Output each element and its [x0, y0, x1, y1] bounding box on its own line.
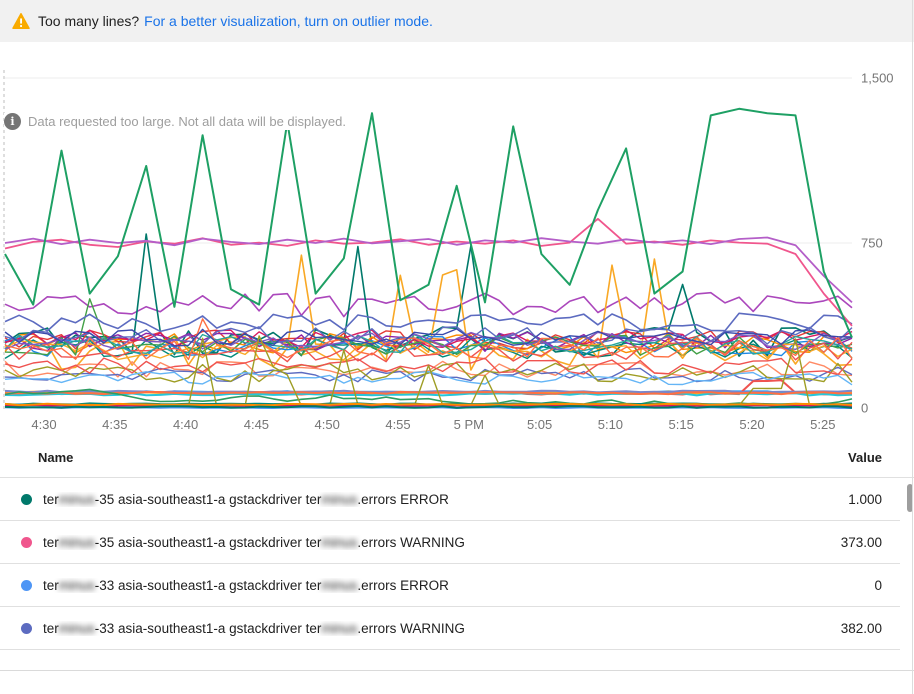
x-tick-label: 4:55	[385, 417, 411, 432]
legend-row[interactable]: terminus-33 asia-southeast1-a gstackdriv…	[0, 564, 900, 607]
series-name-text: -33 asia-southeast1-a gstackdriver ter	[94, 577, 322, 593]
legend-row[interactable]: terminus-35 asia-southeast1-a gstackdriv…	[0, 478, 900, 521]
series-name-text: -33 asia-southeast1-a gstackdriver ter	[94, 620, 322, 636]
legend-header-row: Name Value	[0, 437, 914, 478]
series-value: 382.00	[840, 620, 882, 636]
bottom-divider	[0, 670, 914, 671]
x-tick-label: 5 PM	[453, 417, 484, 432]
redacted-text: minus	[58, 577, 95, 593]
teal-error-line	[4, 405, 853, 409]
chart-canvas[interactable]	[0, 42, 914, 437]
chart-line	[4, 318, 853, 361]
series-name-text: -35 asia-southeast1-a gstackdriver ter	[94, 491, 322, 507]
y-tick-label: 750	[861, 235, 883, 251]
series-name-text: .errors WARNING	[357, 534, 465, 550]
notice-text: Data requested too large. Not all data w…	[28, 114, 346, 129]
too-many-lines-banner: Too many lines? For a better visualizati…	[0, 0, 914, 42]
x-tick-label: 5:20	[739, 417, 765, 432]
legend-row[interactable]: terminus-35 asia-southeast1-a gstackdriv…	[0, 521, 900, 564]
redacted-text: minus	[58, 491, 95, 507]
x-tick-label: 5:10	[597, 417, 624, 432]
info-circle-icon: i	[4, 113, 21, 130]
series-color-dot	[21, 579, 32, 591]
redacted-text: minus	[321, 491, 358, 507]
chart-line	[4, 331, 853, 351]
series-value: 1.000	[848, 491, 882, 507]
redacted-text: minus	[321, 577, 358, 593]
x-tick-label: 4:50	[314, 417, 340, 432]
series-name: terminus-35 asia-southeast1-a gstackdriv…	[43, 492, 848, 507]
series-value: 373.00	[840, 534, 882, 550]
redacted-text: minus	[321, 534, 358, 550]
x-tick-label: 5:25	[810, 417, 836, 432]
panel-right-border	[912, 0, 913, 694]
series-name: terminus-33 asia-southeast1-a gstackdriv…	[43, 621, 841, 636]
series-color-dot	[21, 536, 32, 548]
chart-line	[4, 328, 853, 347]
x-tick-label: 5:15	[668, 417, 694, 432]
indigo-warning-line	[4, 312, 853, 333]
line-chart[interactable]: i Data requested too large. Not all data…	[0, 42, 914, 437]
series-name-text: -35 asia-southeast1-a gstackdriver ter	[94, 534, 322, 550]
legend-header-name: Name	[38, 449, 74, 465]
y-tick-label: 1,500	[861, 70, 894, 86]
chart-line	[4, 402, 853, 407]
legend-header-value: Value	[848, 449, 882, 465]
warning-triangle-icon	[12, 13, 30, 29]
pink-warning-line	[4, 217, 853, 327]
x-tick-label: 4:45	[243, 417, 270, 432]
series-color-dot	[21, 493, 32, 505]
outlier-mode-link[interactable]: For a better visualization, turn on outl…	[144, 13, 433, 29]
series-name: terminus-33 asia-southeast1-a gstackdriv…	[43, 578, 874, 593]
x-tick-label: 4:35	[102, 417, 128, 432]
series-name-text: .errors WARNING	[357, 620, 465, 636]
green-spiky-line	[4, 107, 853, 338]
banner-text: Too many lines?	[38, 13, 140, 29]
series-name-text: .errors ERROR	[357, 491, 449, 507]
redacted-text: minus	[321, 620, 358, 636]
series-name-text: ter	[43, 620, 59, 636]
series-name-text: .errors ERROR	[357, 577, 449, 593]
magenta-750-line	[4, 236, 853, 304]
chart-line	[4, 392, 853, 397]
chart-line	[4, 390, 853, 396]
legend-row[interactable]: terminus-33 asia-southeast1-a gstackdriv…	[0, 607, 900, 650]
redacted-text: minus	[58, 534, 95, 550]
series-color-dot	[21, 622, 32, 634]
chart-line	[4, 362, 853, 383]
series-name: terminus-35 asia-southeast1-a gstackdriv…	[43, 535, 841, 550]
chart-line	[4, 291, 853, 318]
x-tick-label: 5:05	[526, 417, 553, 432]
data-too-large-notice: i Data requested too large. Not all data…	[4, 113, 352, 130]
series-name-text: ter	[43, 577, 59, 593]
legend-table: Name Value terminus-35 asia-southeast1-a…	[0, 437, 914, 650]
chart-line	[4, 371, 853, 386]
redacted-text: minus	[58, 620, 95, 636]
series-value: 0	[874, 577, 882, 593]
x-tick-label: 4:40	[172, 417, 199, 432]
legend-scrollbar-thumb[interactable]	[907, 484, 913, 512]
y-tick-label: 0	[861, 400, 869, 416]
series-name-text: ter	[43, 534, 59, 550]
x-tick-label: 4:30	[31, 417, 57, 432]
chart-line	[4, 333, 853, 355]
series-name-text: ter	[43, 491, 59, 507]
